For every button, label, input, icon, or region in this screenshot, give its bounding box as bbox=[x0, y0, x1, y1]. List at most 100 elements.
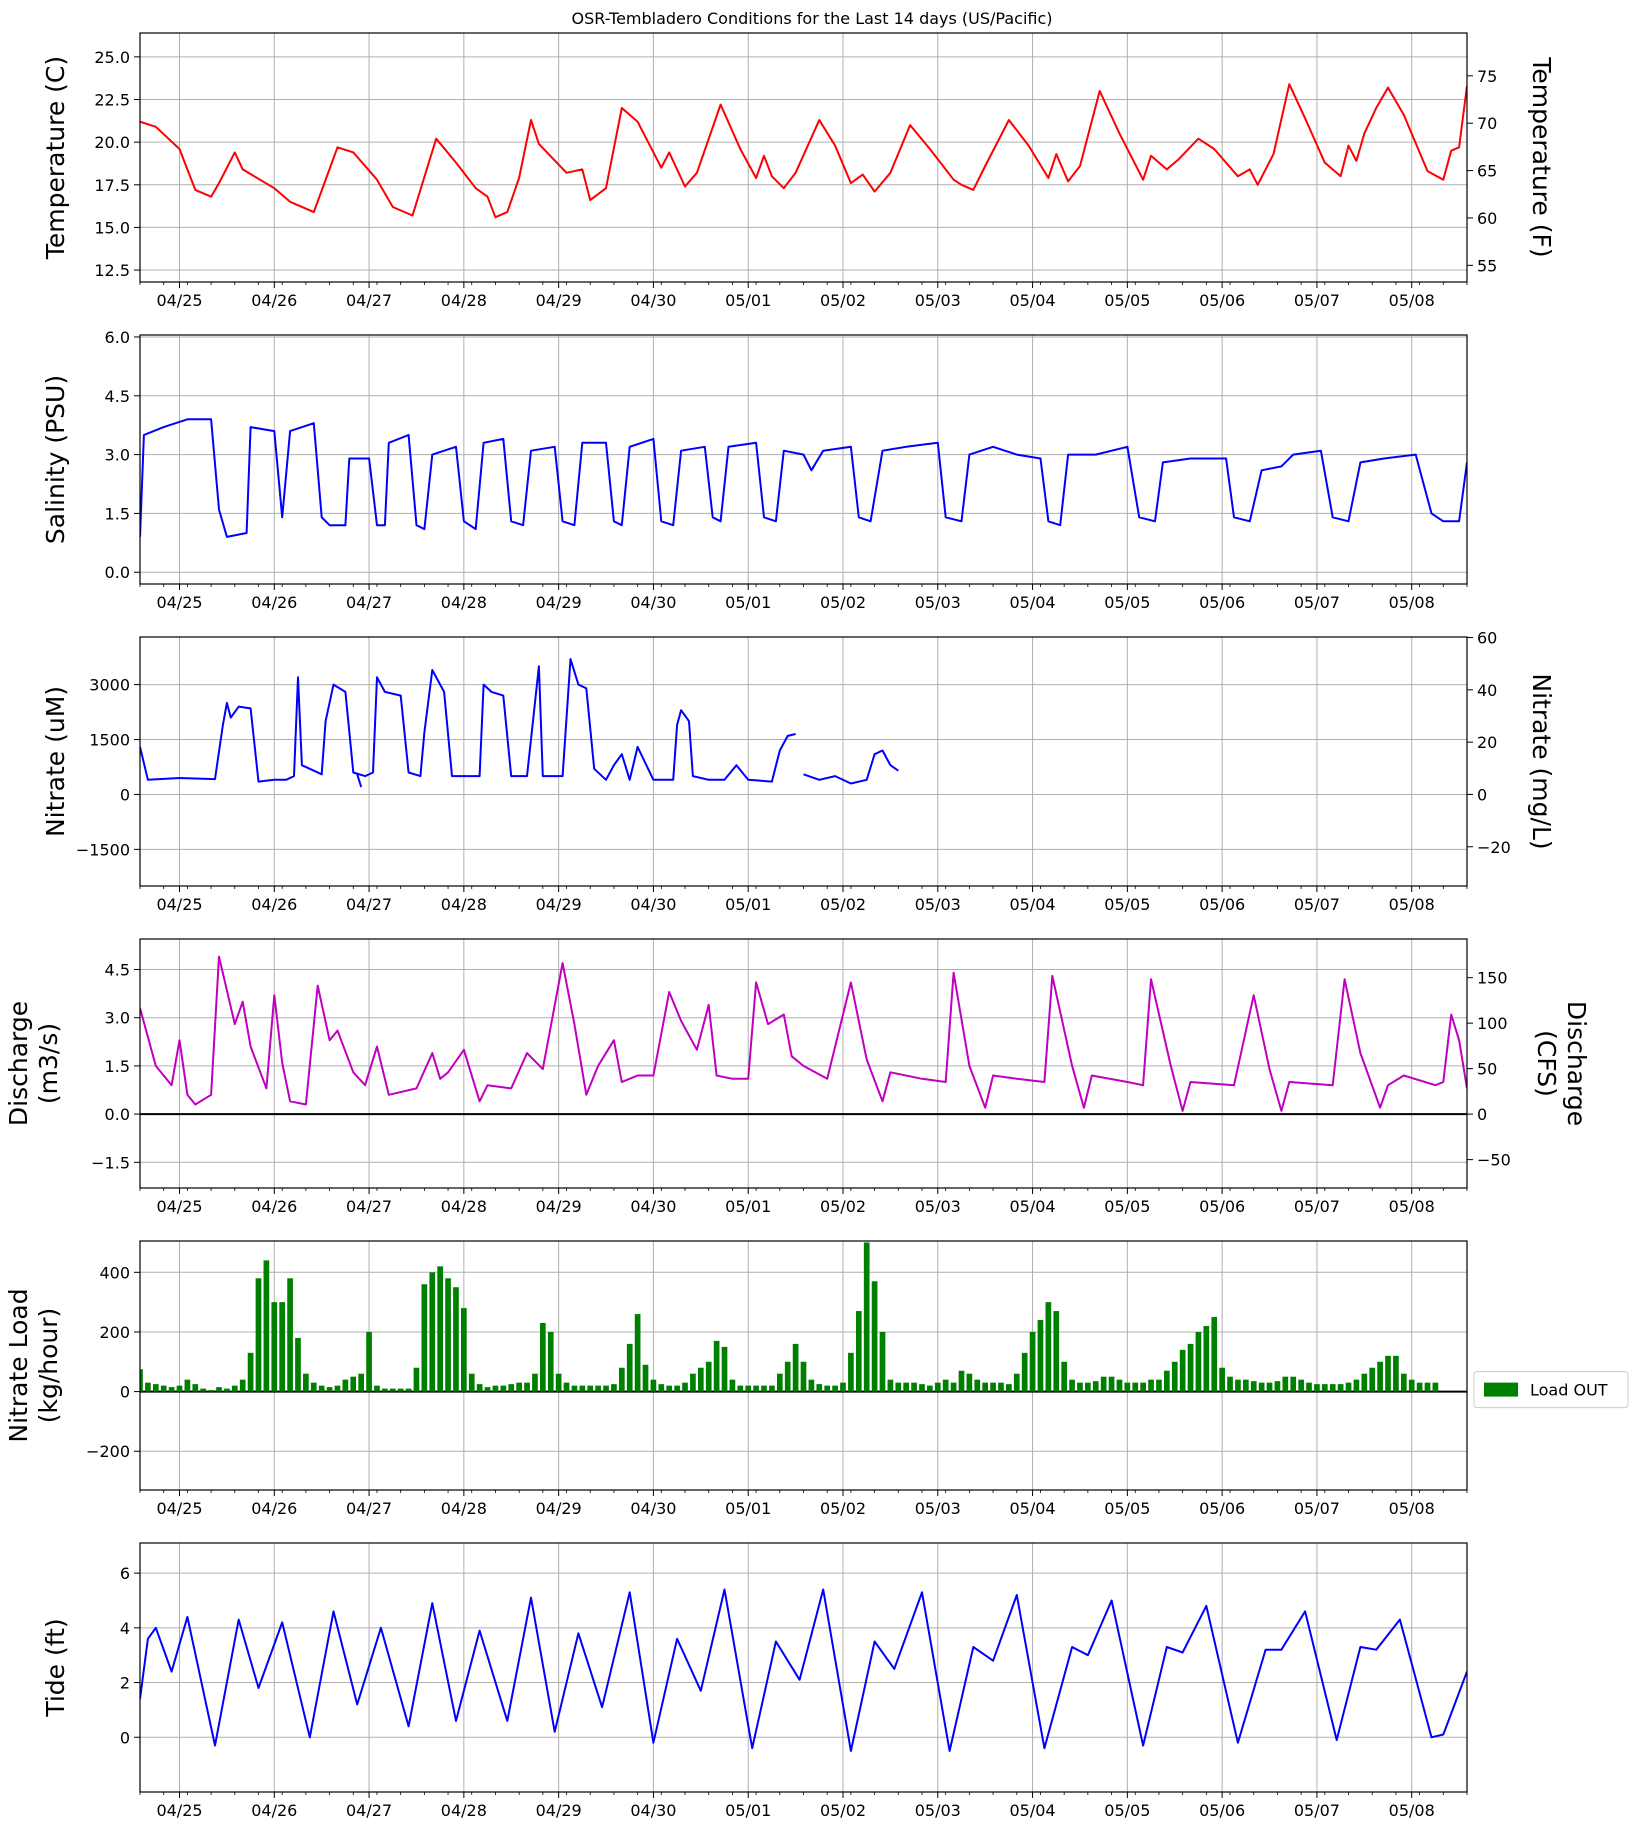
load-bar bbox=[1108, 1376, 1115, 1392]
y-tick-label: 4 bbox=[120, 1619, 130, 1638]
right-y-tick-label: −20 bbox=[1477, 838, 1511, 857]
load-bar bbox=[1282, 1376, 1289, 1392]
x-tick-label: 04/28 bbox=[441, 1801, 487, 1820]
load-bar bbox=[461, 1308, 467, 1392]
load-bar bbox=[413, 1367, 420, 1392]
y-tick-label: 4.5 bbox=[105, 387, 130, 406]
x-tick-label: 05/01 bbox=[725, 1801, 771, 1820]
load-bar bbox=[690, 1373, 696, 1392]
load-bar bbox=[1077, 1382, 1083, 1392]
load-bar bbox=[1432, 1382, 1439, 1392]
load-bar bbox=[1203, 1325, 1210, 1392]
panel-frame bbox=[139, 334, 1468, 585]
load-bar bbox=[382, 1388, 388, 1392]
x-tick-label: 04/26 bbox=[251, 895, 297, 914]
y-axis-label-line: (m3/s) bbox=[34, 1023, 63, 1104]
x-tick-label: 04/29 bbox=[536, 291, 582, 310]
x-tick-label: 05/06 bbox=[1199, 593, 1245, 612]
x-tick-label: 05/05 bbox=[1104, 1499, 1150, 1518]
x-tick-label: 04/28 bbox=[441, 1197, 487, 1216]
plot-area-nitrate bbox=[140, 658, 899, 788]
x-tick-label: 04/25 bbox=[156, 895, 202, 914]
load-bar bbox=[784, 1361, 791, 1392]
x-tick-label: 04/27 bbox=[346, 895, 392, 914]
x-tick-label: 05/08 bbox=[1389, 291, 1435, 310]
load-bar bbox=[895, 1382, 902, 1392]
load-bar bbox=[808, 1379, 815, 1392]
load-bar bbox=[634, 1314, 641, 1392]
load-bar bbox=[1290, 1376, 1297, 1392]
load-bar bbox=[998, 1382, 1004, 1392]
x-tick-label: 05/02 bbox=[820, 291, 866, 310]
load-bar bbox=[224, 1388, 230, 1392]
y-axis-label-line: Nitrate (uM) bbox=[41, 686, 70, 837]
load-bar bbox=[879, 1331, 886, 1392]
load-bar bbox=[200, 1388, 207, 1392]
load-bar bbox=[279, 1302, 286, 1392]
load-bar bbox=[1187, 1343, 1194, 1392]
load-bar bbox=[1235, 1379, 1241, 1392]
chart-title: OSR-Tembladero Conditions for the Last 1… bbox=[571, 9, 1052, 28]
x-tick-label: 04/27 bbox=[346, 593, 392, 612]
load-bar bbox=[1021, 1352, 1028, 1392]
y-tick-label: 17.5 bbox=[94, 176, 130, 195]
panel-frame bbox=[139, 636, 1468, 887]
y-tick-label: 2 bbox=[120, 1674, 130, 1693]
load-bar bbox=[1037, 1320, 1044, 1392]
x-tick-label: 05/05 bbox=[1104, 1197, 1150, 1216]
load-bar bbox=[342, 1379, 349, 1392]
y-tick-label: −1.5 bbox=[91, 1153, 130, 1172]
load-bar bbox=[1250, 1381, 1257, 1392]
x-tick-label: 04/29 bbox=[536, 895, 582, 914]
y-axis-label: Salinity (PSU) bbox=[41, 375, 70, 544]
x-tick-label: 04/26 bbox=[251, 593, 297, 612]
load-bar bbox=[919, 1384, 925, 1392]
x-tick-label: 04/30 bbox=[630, 1197, 676, 1216]
x-tick-label: 04/29 bbox=[536, 1197, 582, 1216]
x-tick-label: 04/29 bbox=[536, 1801, 582, 1820]
y-tick-label: 0 bbox=[120, 1383, 130, 1402]
x-tick-label: 04/26 bbox=[251, 1801, 297, 1820]
load-bar bbox=[721, 1346, 728, 1392]
right-y-tick-label: 65 bbox=[1477, 162, 1497, 181]
load-bar bbox=[1314, 1384, 1320, 1392]
load-bar bbox=[350, 1376, 357, 1392]
load-bar bbox=[737, 1385, 744, 1392]
load-bar bbox=[1179, 1349, 1186, 1392]
x-tick-label: 05/05 bbox=[1104, 593, 1150, 612]
load-bar bbox=[326, 1387, 333, 1392]
load-bar bbox=[745, 1385, 752, 1392]
load-bar bbox=[1377, 1361, 1383, 1392]
y-tick-label: 20.0 bbox=[94, 133, 130, 152]
x-tick-label: 05/02 bbox=[820, 1499, 866, 1518]
load-bar bbox=[942, 1379, 949, 1392]
load-bar bbox=[176, 1385, 183, 1392]
load-bar bbox=[516, 1382, 522, 1392]
x-tick-label: 04/28 bbox=[441, 1499, 487, 1518]
load-bar bbox=[1061, 1361, 1068, 1392]
x-tick-label: 04/25 bbox=[156, 1197, 202, 1216]
load-bar bbox=[547, 1331, 554, 1392]
load-bar bbox=[318, 1385, 325, 1392]
x-tick-label: 05/04 bbox=[1010, 593, 1056, 612]
right-axis-label: Discharge(CFS) bbox=[1532, 1001, 1591, 1126]
load-bar bbox=[1100, 1376, 1107, 1392]
load-bar bbox=[239, 1379, 246, 1392]
x-tick-label: 05/08 bbox=[1389, 1801, 1435, 1820]
right-y-tick-label: 60 bbox=[1477, 629, 1497, 648]
load-bar bbox=[579, 1385, 586, 1392]
load-bar bbox=[484, 1387, 491, 1392]
nitrate-series-line bbox=[356, 774, 363, 788]
load-bar bbox=[1242, 1379, 1249, 1392]
load-bar bbox=[231, 1385, 238, 1392]
load-bar bbox=[1393, 1355, 1399, 1392]
y-axis-label: Discharge(m3/s) bbox=[4, 1001, 63, 1126]
load-bar bbox=[674, 1385, 680, 1392]
right-y-tick-label: 50 bbox=[1477, 1060, 1497, 1079]
load-bar bbox=[445, 1278, 451, 1392]
right-y-tick-label: 40 bbox=[1477, 681, 1497, 700]
load-bar bbox=[555, 1373, 562, 1392]
x-tick-label: 04/26 bbox=[251, 1197, 297, 1216]
x-tick-label: 05/07 bbox=[1294, 1499, 1340, 1518]
